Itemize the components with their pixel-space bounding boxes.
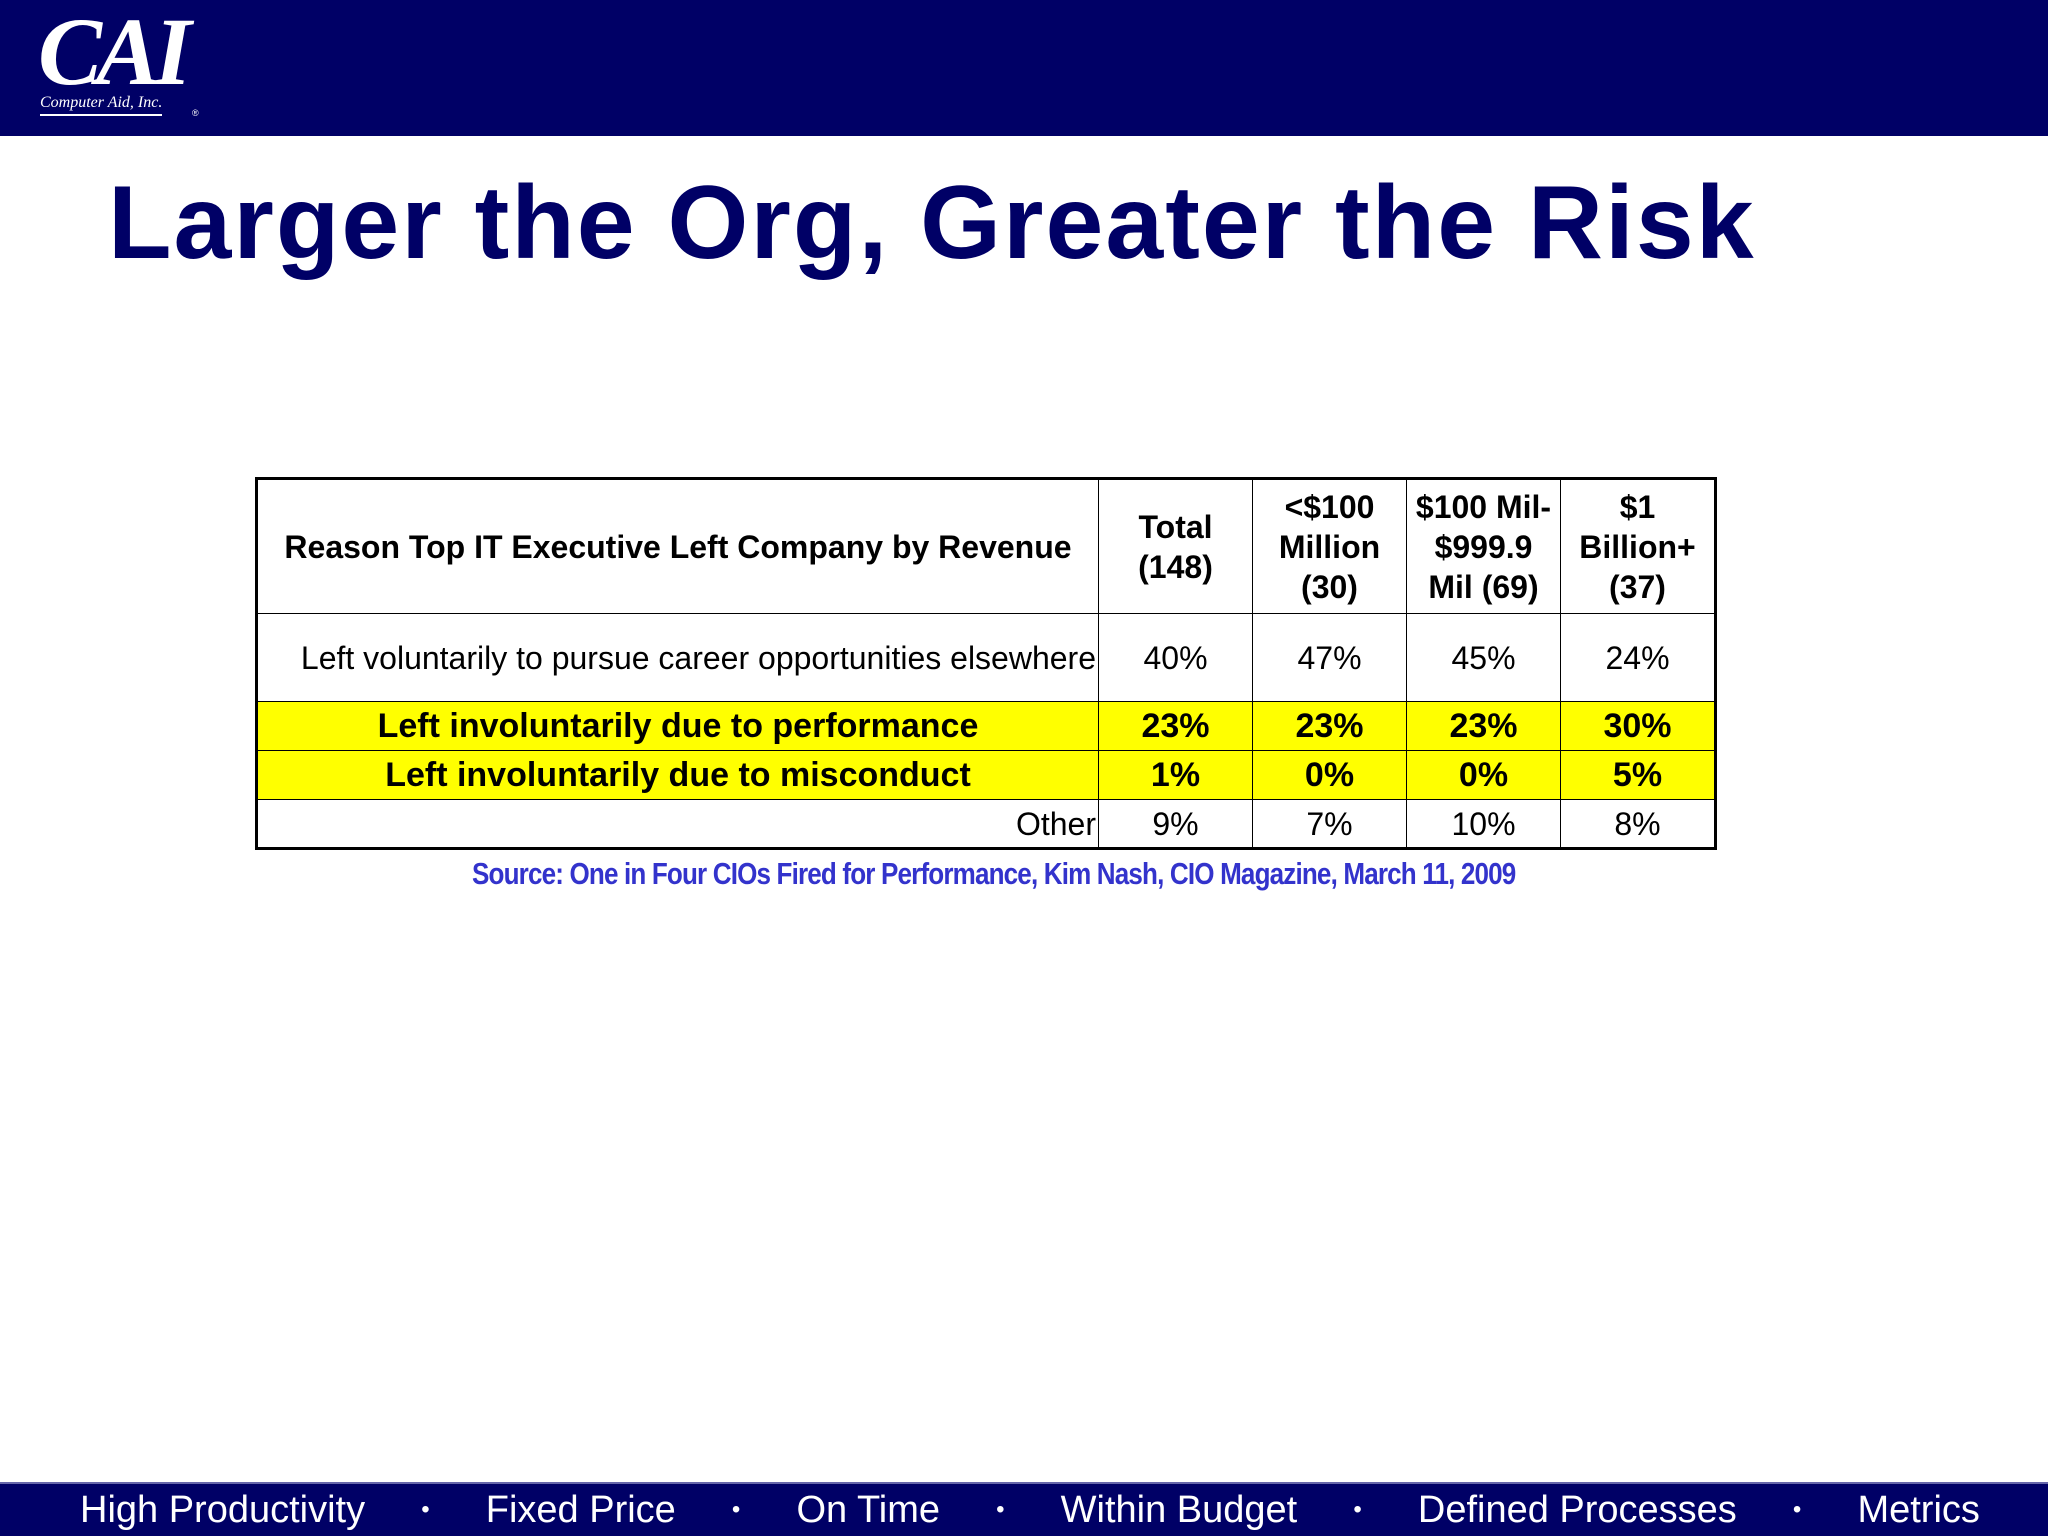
row-label: Left involuntarily due to performance [256,701,1099,751]
logo-mark: CAI [38,0,191,105]
row-label: Left involuntarily due to misconduct [256,750,1099,800]
cell-value: 30% [1560,701,1716,751]
header-reason: Reason Top IT Executive Left Company by … [256,478,1099,614]
header-line: Total [1138,508,1213,545]
header-bar: CAI Computer Aid, Inc. ® [0,0,2048,136]
bullet-separator: • [421,1496,430,1523]
company-logo: CAI Computer Aid, Inc. ® [38,4,208,124]
header-1b-plus: $1 Billion+ (37) [1560,478,1716,614]
cell-value: 23% [1098,701,1253,751]
footer-item: Defined Processes [1417,1489,1737,1531]
cell-value: 5% [1560,750,1716,800]
logo-subtitle: Computer Aid, Inc. [40,94,163,116]
header-total: Total (148) [1098,478,1253,614]
header-line: Billion+ [1579,528,1696,565]
header-line: (37) [1609,568,1666,605]
header-line: (148) [1138,548,1213,585]
header-line: $1 [1619,488,1656,525]
table-row: Other 9% 7% 10% 8% [256,799,1716,849]
cell-value: 45% [1406,613,1561,702]
table-row: Left voluntarily to pursue career opport… [256,613,1716,702]
bullet-separator: • [1792,1496,1802,1523]
cell-value: 7% [1252,799,1407,849]
table-row-highlighted: Left involuntarily due to misconduct 1% … [256,750,1716,800]
bullet-separator: • [996,1496,1005,1523]
footer-item: Fixed Price [485,1489,676,1531]
bullet-separator: • [731,1496,741,1523]
table-header-row: Reason Top IT Executive Left Company by … [256,478,1716,614]
cell-value: 9% [1098,799,1253,849]
row-label: Other [256,799,1099,849]
header-line: Million [1278,528,1381,565]
footer-bar: High Productivity • Fixed Price • On Tim… [0,1482,2048,1536]
cell-value: 40% [1098,613,1253,702]
cell-value: 24% [1560,613,1716,702]
cell-value: 1% [1098,750,1253,800]
slide-title: Larger the Org, Greater the Risk [108,165,1756,281]
header-line: (30) [1301,568,1358,605]
footer-item: High Productivity [80,1489,366,1531]
cell-value: 0% [1252,750,1407,800]
data-table: Reason Top IT Executive Left Company by … [255,477,1717,850]
footer-item: Within Budget [1060,1489,1298,1531]
row-label: Left voluntarily to pursue career opport… [256,613,1099,702]
table-row-highlighted: Left involuntarily due to performance 23… [256,701,1716,751]
cell-value: 23% [1406,701,1561,751]
cell-value: 0% [1406,750,1561,800]
cell-value: 10% [1406,799,1561,849]
header-line: <$100 [1284,488,1375,525]
logo-registered-mark: ® [192,108,199,118]
cell-value: 8% [1560,799,1716,849]
header-line: $100 Mil- [1415,488,1552,525]
header-under-100m: <$100 Million (30) [1252,478,1407,614]
bullet-separator: • [1353,1496,1362,1523]
cell-value: 23% [1252,701,1407,751]
header-100m-999m: $100 Mil- $999.9 Mil (69) [1406,478,1561,614]
cell-value: 47% [1252,613,1407,702]
source-citation: Source: One in Four CIOs Fired for Perfo… [472,856,1516,891]
header-line: $999.9 [1434,528,1533,565]
footer-item: On Time [796,1489,941,1531]
footer-tagline: High Productivity • Fixed Price • On Tim… [80,1484,1980,1536]
footer-item: Metrics [1857,1489,1980,1531]
header-line: Mil (69) [1428,568,1539,605]
